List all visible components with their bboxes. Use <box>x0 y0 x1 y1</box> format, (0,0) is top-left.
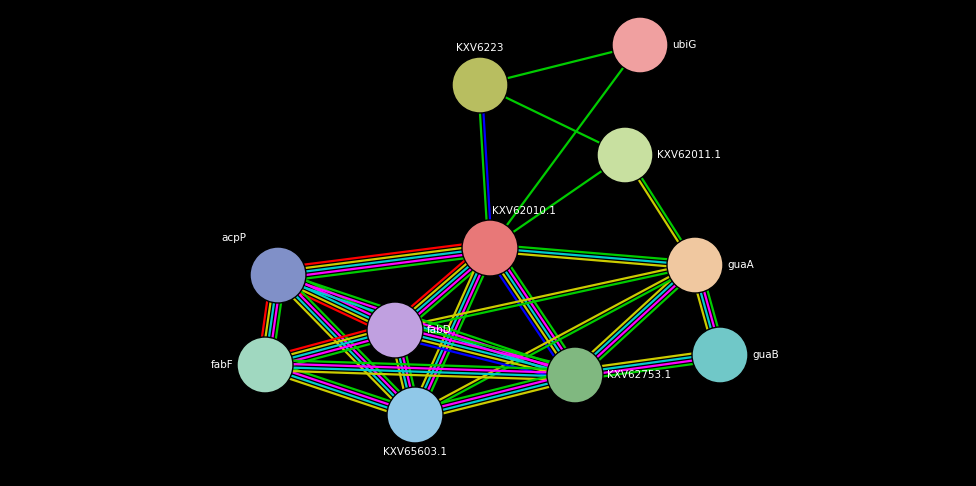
Circle shape <box>547 347 603 403</box>
Circle shape <box>387 387 443 443</box>
Circle shape <box>462 220 518 276</box>
Text: guaA: guaA <box>727 260 753 270</box>
Text: ubiG: ubiG <box>672 40 696 50</box>
Circle shape <box>692 327 748 383</box>
Text: KXV62753.1: KXV62753.1 <box>607 370 671 380</box>
Text: KXV62011.1: KXV62011.1 <box>657 150 721 160</box>
Text: guaB: guaB <box>752 350 779 360</box>
Text: KXV65603.1: KXV65603.1 <box>383 447 447 457</box>
Text: KXV6223: KXV6223 <box>456 43 504 53</box>
Text: fabD: fabD <box>427 325 452 335</box>
Circle shape <box>597 127 653 183</box>
Text: KXV62010.1: KXV62010.1 <box>492 206 556 216</box>
Circle shape <box>612 17 668 73</box>
Text: fabF: fabF <box>211 360 233 370</box>
Circle shape <box>367 302 423 358</box>
Circle shape <box>250 247 306 303</box>
Circle shape <box>667 237 723 293</box>
Text: acpP: acpP <box>221 233 246 243</box>
Circle shape <box>237 337 293 393</box>
Circle shape <box>452 57 508 113</box>
